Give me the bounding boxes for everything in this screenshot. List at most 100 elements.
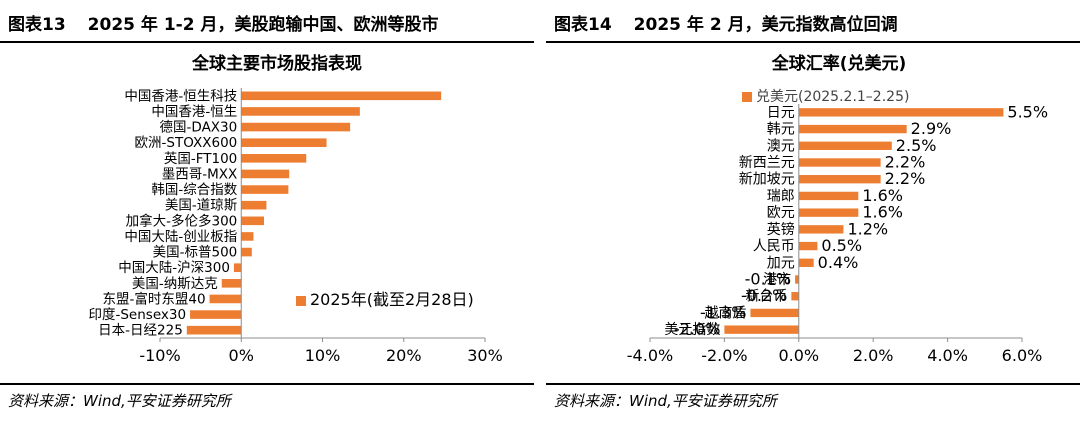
category-label: 加元: [767, 255, 795, 271]
bar: [241, 216, 264, 226]
bar: [798, 158, 881, 167]
bar: [186, 325, 242, 335]
category-label: 美国-标普500: [153, 245, 238, 261]
data-label: -2.0%: [674, 320, 720, 339]
category-label: 新加坡元: [739, 172, 795, 188]
bar: [233, 263, 242, 272]
bar: [209, 294, 242, 304]
source-note: 资料来源：Wind,平安证券研究所: [8, 392, 231, 410]
x-tick-label: 0%: [229, 346, 254, 365]
stock-index-bar-chart: 全球主要市场股指表现 2025年(截至2月28日) 中国香港-恒生科技中国香港-恒生…: [88, 53, 503, 365]
category-label: 中国香港-恒生: [151, 104, 237, 120]
legend-swatch: [296, 296, 306, 306]
legend-swatch: [742, 92, 752, 102]
category-label: 瑞郎: [767, 188, 795, 204]
bar: [190, 310, 242, 319]
data-label: -0.1%: [745, 270, 791, 289]
data-label: 1.6%: [862, 186, 903, 205]
legend-label: 兑美元(2025.2.1–2.25): [756, 89, 909, 105]
category-label: 港市: [763, 271, 791, 288]
category-label: 日元: [767, 105, 795, 121]
category-label: 韩元: [767, 122, 795, 138]
x-tick-label: 10%: [305, 346, 341, 365]
bar: [241, 154, 307, 163]
category-label: 加拿大-多伦多300: [126, 212, 238, 229]
category-label: 人民币: [753, 239, 795, 255]
data-label: 0.5%: [821, 236, 862, 255]
data-label: 2.5%: [896, 136, 937, 155]
figure-title: 2025 年 2 月，美元指数高位回调: [633, 15, 898, 35]
category-label: 澳元: [767, 138, 795, 154]
category-label: 东盟-富时东盟40: [103, 290, 206, 307]
bar: [798, 175, 881, 184]
category-label: 中国大陆-沪深300: [118, 260, 230, 276]
bar: [221, 279, 242, 288]
x-tick-label: 0.0%: [778, 346, 819, 365]
category-label: 美国-纳斯达克: [132, 276, 218, 292]
x-tick-label: 6.0%: [1002, 346, 1043, 365]
bar: [798, 208, 859, 217]
x-tick-label: 30%: [467, 346, 503, 365]
x-tick-label: 2.0%: [853, 346, 894, 365]
source-rule: [546, 383, 1080, 385]
category-label: 中国大陆-创业板指: [124, 229, 237, 245]
category-label: 欧洲-STOXX600: [135, 135, 238, 151]
data-label: 2.2%: [885, 169, 926, 188]
category-label: 日本-日经225: [98, 323, 183, 339]
legend-label: 2025年(截至2月28日): [310, 290, 474, 309]
bar: [750, 308, 799, 318]
category-label: 英国-FT100: [164, 150, 237, 167]
bar: [241, 138, 327, 147]
chart-title: 全球汇率(兑美元): [771, 53, 907, 74]
x-tick-label: -4.0%: [627, 346, 673, 365]
left-figure-panel: 图表13 2025 年 1-2 月，美股跑输中国、欧洲等股市 全球主要市场股指表现…: [0, 0, 534, 423]
source-rule: [0, 383, 534, 385]
chart-title: 全球主要市场股指表现: [191, 53, 362, 74]
category-label: 德国-DAX30: [160, 120, 238, 136]
category-label: 欧元: [767, 205, 795, 221]
bar: [241, 122, 351, 132]
category-label: 美元指数: [664, 322, 720, 338]
bar: [241, 91, 442, 101]
fx-bar-chart: 全球汇率(兑美元) 兑美元(2025.2.1–2.25)日元 5.5% 韩元 2.9% 澳…: [627, 53, 1048, 365]
data-label: -0.2%: [741, 286, 787, 305]
figure-header: 图表14 2025 年 2 月，美元指数高位回调: [546, 0, 1080, 43]
category-label: 中国香港-恒生科技: [124, 88, 237, 104]
bar: [798, 191, 859, 201]
figure-title: 2025 年 1-2 月，美股跑输中国、欧洲等股市: [87, 15, 439, 35]
bar: [791, 292, 799, 301]
figure-number: 图表14: [554, 15, 612, 35]
bar: [798, 108, 1004, 117]
data-label: 1.2%: [847, 219, 888, 238]
category-label: 韩国-综合指数: [151, 182, 237, 198]
category-label: 墨西哥-MXX: [162, 166, 238, 182]
category-label: 美国-道琼斯: [165, 198, 237, 214]
bar: [241, 200, 267, 210]
source-note: 资料来源：Wind,平安证券研究所: [554, 392, 777, 410]
category-label: 英镑: [767, 221, 795, 238]
category-label: 印度-Sensex30: [88, 307, 186, 323]
bar: [798, 258, 814, 267]
x-tick-label: -10%: [139, 346, 180, 365]
bar: [795, 275, 799, 284]
data-label: -1.3%: [700, 303, 746, 322]
right-figure-panel: 图表14 2025 年 2 月，美元指数高位回调 全球汇率(兑美元) 兑美元(202…: [546, 0, 1080, 423]
header-rule: [546, 41, 1080, 43]
data-label: 2.9%: [911, 119, 952, 138]
bar: [798, 241, 818, 251]
bar: [241, 107, 360, 116]
bar: [798, 124, 907, 134]
header-rule: [0, 41, 534, 43]
figure-header: 图表13 2025 年 1-2 月，美股跑输中国、欧洲等股市: [0, 0, 534, 43]
data-label: 2.2%: [885, 153, 926, 172]
bar: [241, 232, 254, 241]
category-label: 越南盾: [704, 305, 746, 321]
category-label: 新西兰元: [739, 155, 795, 171]
x-tick-label: 4.0%: [927, 346, 968, 365]
x-tick-label: 20%: [386, 346, 422, 365]
bar: [241, 185, 289, 194]
figure-number: 图表13: [8, 15, 66, 35]
bar: [798, 141, 892, 150]
data-label: 0.4%: [818, 253, 859, 272]
bar: [241, 169, 290, 179]
